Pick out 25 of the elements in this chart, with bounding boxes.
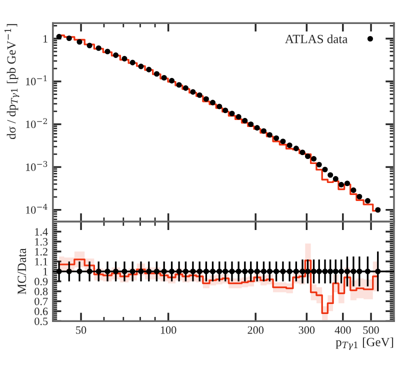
y-axis-title: MC/Data bbox=[18, 248, 26, 294]
x-tick-label: 300 bbox=[298, 326, 315, 334]
y-tick-label: 0.9 bbox=[34, 278, 48, 286]
y-tick-label: 1.1 bbox=[35, 258, 48, 266]
y-tick-label: 10$^{−2}$ bbox=[26, 118, 47, 128]
y-tick-label: 1 bbox=[43, 35, 48, 42]
y-tick-label: 10$^{−4}$ bbox=[26, 204, 48, 214]
y-tick-label: 0.8 bbox=[34, 288, 48, 296]
x-tick-label: 200 bbox=[248, 326, 264, 334]
y-tick-label: 1.2 bbox=[35, 248, 48, 256]
y-tick-label: 1.4 bbox=[35, 228, 48, 236]
y-tick-label: 0.5 bbox=[34, 318, 48, 326]
y-tick-label: 1 bbox=[43, 268, 48, 276]
x-tick-label: 500 bbox=[363, 326, 379, 334]
x-axis-title: p$_{Tγ1}$ [GeV] bbox=[336, 337, 394, 350]
x-tick-label: 400 bbox=[334, 326, 351, 334]
y-axis-title: dσ / dp$_{Tγ1}$ [pb GeV$^{−1}$] bbox=[4, 24, 20, 140]
y-tick-label: 0.7 bbox=[34, 298, 48, 306]
y-tick-label: 0.6 bbox=[34, 308, 48, 316]
x-tick-label: 50 bbox=[76, 326, 86, 334]
legend-label: ATLAS data bbox=[285, 34, 348, 44]
x-tick-label: 100 bbox=[160, 326, 176, 334]
y-tick-label: 1.3 bbox=[35, 238, 48, 246]
y-tick-label: 10$^{−1}$ bbox=[26, 75, 47, 86]
y-tick-label: 10$^{−3}$ bbox=[26, 161, 48, 171]
